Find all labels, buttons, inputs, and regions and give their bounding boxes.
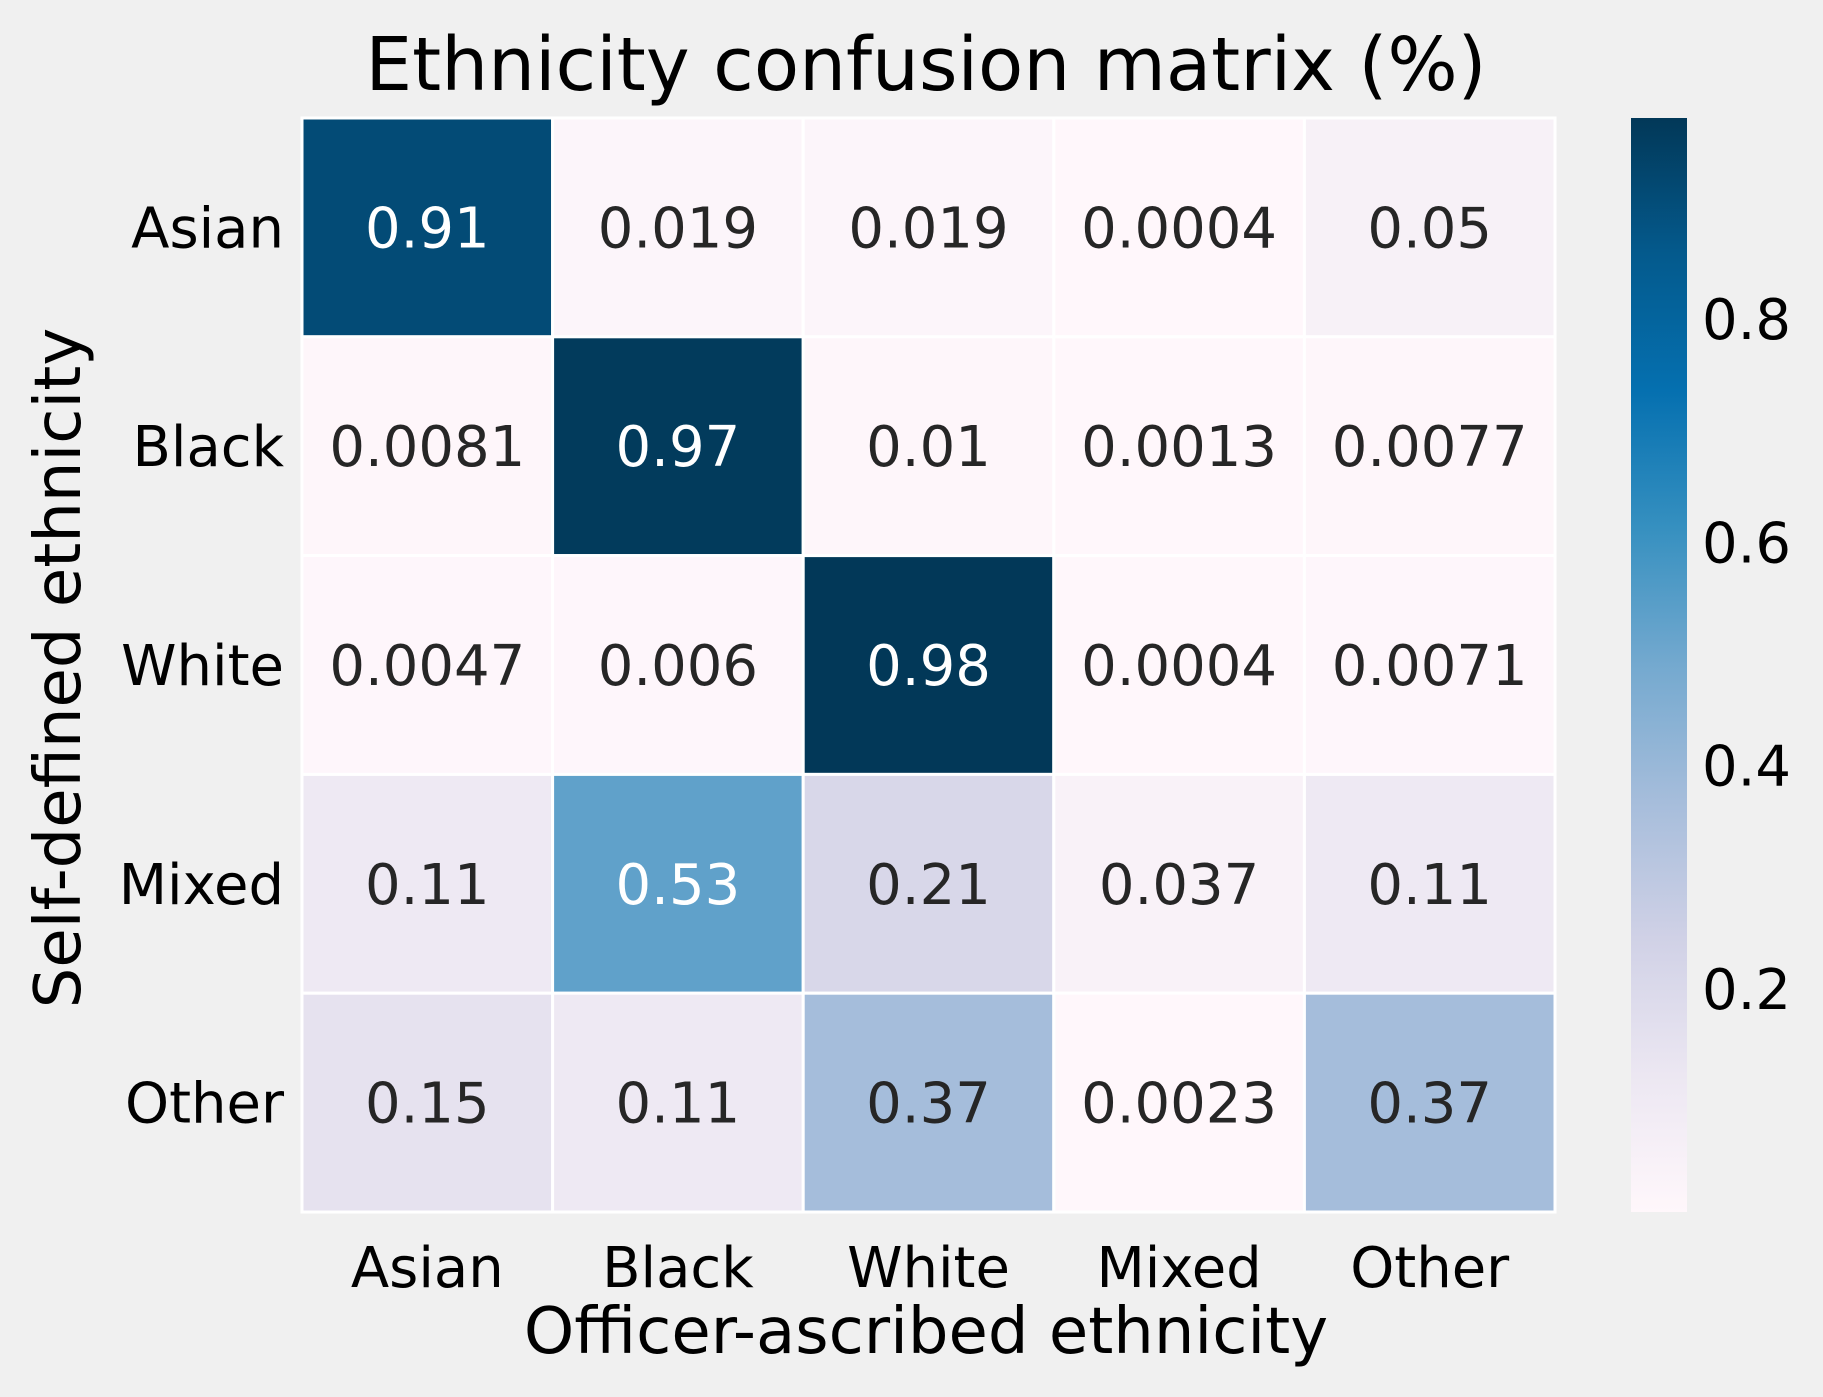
cell-value-label: 0.0023	[1081, 1072, 1277, 1137]
heatmap-cell	[300, 335, 555, 558]
cell-value-label: 0.0077	[1332, 415, 1528, 480]
y-tick-label: White	[121, 634, 284, 699]
heatmap-cell	[1052, 116, 1306, 339]
y-tick-labels: Asian Black White Mixed Other	[119, 196, 285, 1136]
cell-value-label: 0.0004	[1081, 634, 1277, 699]
cell-value-label: 0.0004	[1081, 196, 1277, 261]
x-tick-label: White	[847, 1236, 1010, 1301]
cell-value-label: 0.006	[598, 634, 758, 699]
cell-value-label: 0.019	[848, 196, 1008, 261]
cell-value-label: 0.0081	[329, 415, 525, 480]
cell-value-label: 0.019	[598, 196, 758, 261]
colorbar-ticks: 0.2 0.4 0.6 0.8	[1687, 288, 1791, 1023]
cell-value-label: 0.0047	[329, 634, 525, 699]
heatmap-cell	[551, 772, 805, 995]
x-tick-label: Mixed	[1096, 1236, 1261, 1301]
cell-value-label: 0.53	[616, 853, 741, 918]
x-tick-label: Other	[1350, 1236, 1510, 1301]
heatmap-cell	[300, 772, 555, 995]
heatmap-cell	[801, 116, 1056, 339]
cell-value-label: 0.98	[866, 634, 991, 699]
heatmap-cell	[1302, 116, 1557, 339]
cell-value-label: 0.0071	[1332, 634, 1528, 699]
y-tick-label: Asian	[131, 196, 284, 261]
cell-value-label: 0.01	[866, 415, 991, 480]
x-tick-label: Black	[602, 1236, 754, 1301]
cell-value-label: 0.11	[365, 853, 490, 918]
heatmap-cell	[1302, 335, 1557, 558]
y-tick-label: Other	[125, 1072, 285, 1137]
heatmap-cell	[551, 991, 805, 1214]
colorbar-tick-label: 0.8	[1702, 288, 1791, 353]
heatmap-cell	[801, 335, 1056, 558]
heatmap-cell	[801, 991, 1056, 1214]
x-axis-label: Officer-ascribed ethnicity	[524, 1295, 1328, 1369]
heatmap-cell	[1052, 772, 1306, 995]
heatmap-cell	[300, 116, 555, 339]
heatmap-cell	[1052, 554, 1306, 776]
heatmap-cell	[1302, 772, 1557, 995]
cell-value-label: 0.37	[866, 1072, 991, 1137]
y-tick-label: Mixed	[119, 853, 284, 918]
heatmap-cell	[551, 554, 805, 776]
cell-value-label: 0.91	[365, 196, 490, 261]
heatmap-cells	[300, 116, 1557, 1214]
y-tick-label: Black	[132, 415, 284, 480]
colorbar-tick-label: 0.4	[1702, 735, 1791, 800]
cell-value-label: 0.11	[1367, 853, 1492, 918]
cell-value-label: 0.37	[1367, 1072, 1492, 1137]
colorbar-tick-label: 0.2	[1702, 958, 1791, 1023]
cell-value-label: 0.0013	[1081, 415, 1277, 480]
x-tick-label: Asian	[351, 1236, 504, 1301]
x-tick-labels: Asian Black White Mixed Other	[351, 1236, 1510, 1301]
cell-value-label: 0.97	[616, 415, 741, 480]
cell-labels: 0.91 0.019 0.019 0.0004 0.05 0.0081 0.97 0.01 0.…	[329, 196, 1527, 1136]
y-axis-label: Self-defined ethnicity	[22, 328, 96, 1008]
heatmap-cell	[551, 116, 805, 339]
cell-value-label: 0.05	[1367, 196, 1492, 261]
heatmap-cell	[300, 991, 555, 1214]
heatmap-cell	[1302, 991, 1557, 1214]
heatmap-cell	[801, 772, 1056, 995]
colorbar-tick-label: 0.6	[1702, 511, 1791, 576]
cell-value-label: 0.15	[365, 1072, 490, 1137]
cell-value-label: 0.21	[866, 853, 991, 918]
cell-value-label: 0.11	[616, 1072, 741, 1137]
heatmap-cell	[1302, 554, 1557, 776]
cell-value-label: 0.037	[1099, 853, 1259, 918]
chart-title: Ethnicity confusion matrix (%)	[365, 22, 1486, 108]
heatmap-cell	[801, 554, 1056, 776]
colorbar	[1631, 118, 1687, 1212]
